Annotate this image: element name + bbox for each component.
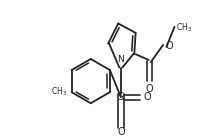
Text: CH$_3$: CH$_3$	[51, 86, 68, 98]
Text: O: O	[144, 92, 151, 102]
Text: O: O	[146, 84, 154, 94]
Text: N: N	[118, 55, 124, 64]
Text: S: S	[118, 92, 124, 102]
Text: CH$_3$: CH$_3$	[176, 21, 192, 34]
Text: O: O	[165, 41, 173, 51]
Text: O: O	[117, 127, 125, 137]
